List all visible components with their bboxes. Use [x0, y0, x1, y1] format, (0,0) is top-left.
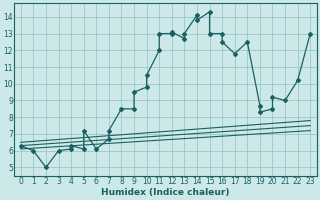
- X-axis label: Humidex (Indice chaleur): Humidex (Indice chaleur): [101, 188, 230, 197]
